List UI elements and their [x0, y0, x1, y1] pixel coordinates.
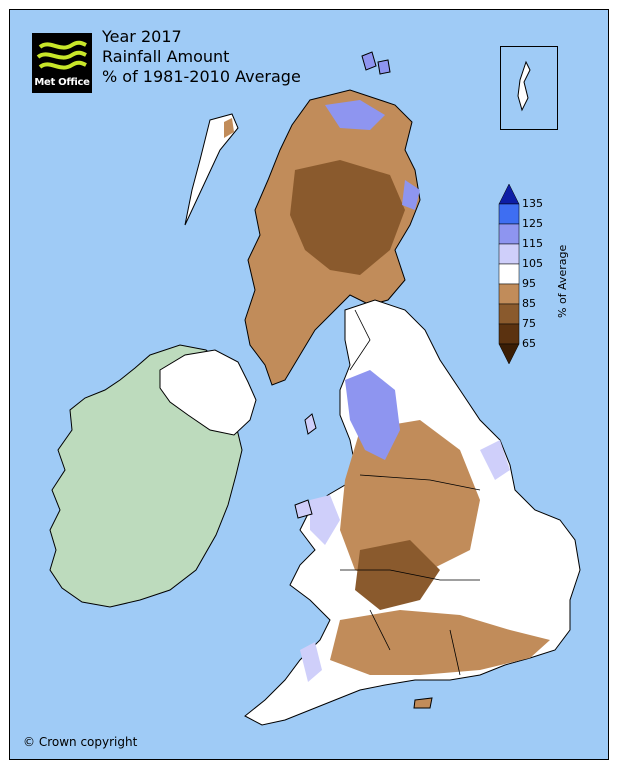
legend-tick-65: 65: [522, 337, 536, 350]
title-variable: Rainfall Amount: [102, 47, 230, 66]
title-year: Year 2017: [102, 27, 182, 46]
shetland-inset-box: [500, 46, 558, 130]
legend-tick-115: 115: [522, 237, 543, 250]
legend-tick-75: 75: [522, 317, 536, 330]
orkney-islands: [361, 51, 391, 75]
met-office-logo: Met Office: [32, 33, 92, 93]
legend-colorbar: [498, 183, 520, 365]
dry-patch-central: [340, 420, 480, 585]
map-frame: Met Office Year 2017 Rainfall Amount % o…: [9, 9, 609, 760]
legend-tick-105: 105: [522, 257, 543, 270]
wave-logo-icon: [36, 40, 87, 70]
isle-of-man: [304, 413, 317, 435]
rainfall-map: [49, 51, 581, 726]
region-boundaries: [340, 309, 481, 676]
hebrides-dry: [224, 118, 234, 138]
legend-tick-125: 125: [522, 217, 543, 230]
dry-patch-highlands: [290, 160, 405, 275]
legend-band-85: [498, 283, 520, 305]
legend-tick-95: 95: [522, 277, 536, 290]
copyright-notice: © Crown copyright: [23, 735, 138, 749]
legend-band-75: [498, 303, 520, 325]
dry-patch-midlands: [355, 540, 440, 610]
shetland-islands: [517, 60, 531, 112]
legend-tick-135: 135: [522, 197, 543, 210]
title-block: Year 2017 Rainfall Amount % of 1981-2010…: [102, 27, 301, 87]
dry-patch-south: [330, 610, 550, 675]
northern-ireland: [159, 349, 257, 436]
wet-patch-sw: [300, 642, 322, 682]
legend-tick-85: 85: [522, 297, 536, 310]
legend-band-105: [498, 243, 520, 265]
wet-patch-north: [325, 100, 385, 130]
isle-of-wight: [413, 697, 433, 709]
wet-patch-east: [480, 440, 510, 480]
legend-band-lt65: [498, 343, 520, 365]
legend-band-gt135: [498, 183, 520, 205]
title-reference: % of 1981-2010 Average: [102, 67, 301, 86]
logo-text: Met Office: [34, 77, 90, 88]
legend-band-95: [498, 263, 520, 285]
anglesey: [294, 499, 313, 519]
legend-band-125: [498, 203, 520, 225]
wet-patch-wales: [310, 495, 340, 545]
legend-band-65: [498, 323, 520, 345]
wet-patch-ne: [402, 180, 420, 210]
outer-hebrides: [184, 113, 239, 226]
legend-band-115: [498, 223, 520, 245]
legend-axis-label: % of Average: [556, 244, 569, 318]
wet-patch-cumbria: [345, 370, 400, 460]
